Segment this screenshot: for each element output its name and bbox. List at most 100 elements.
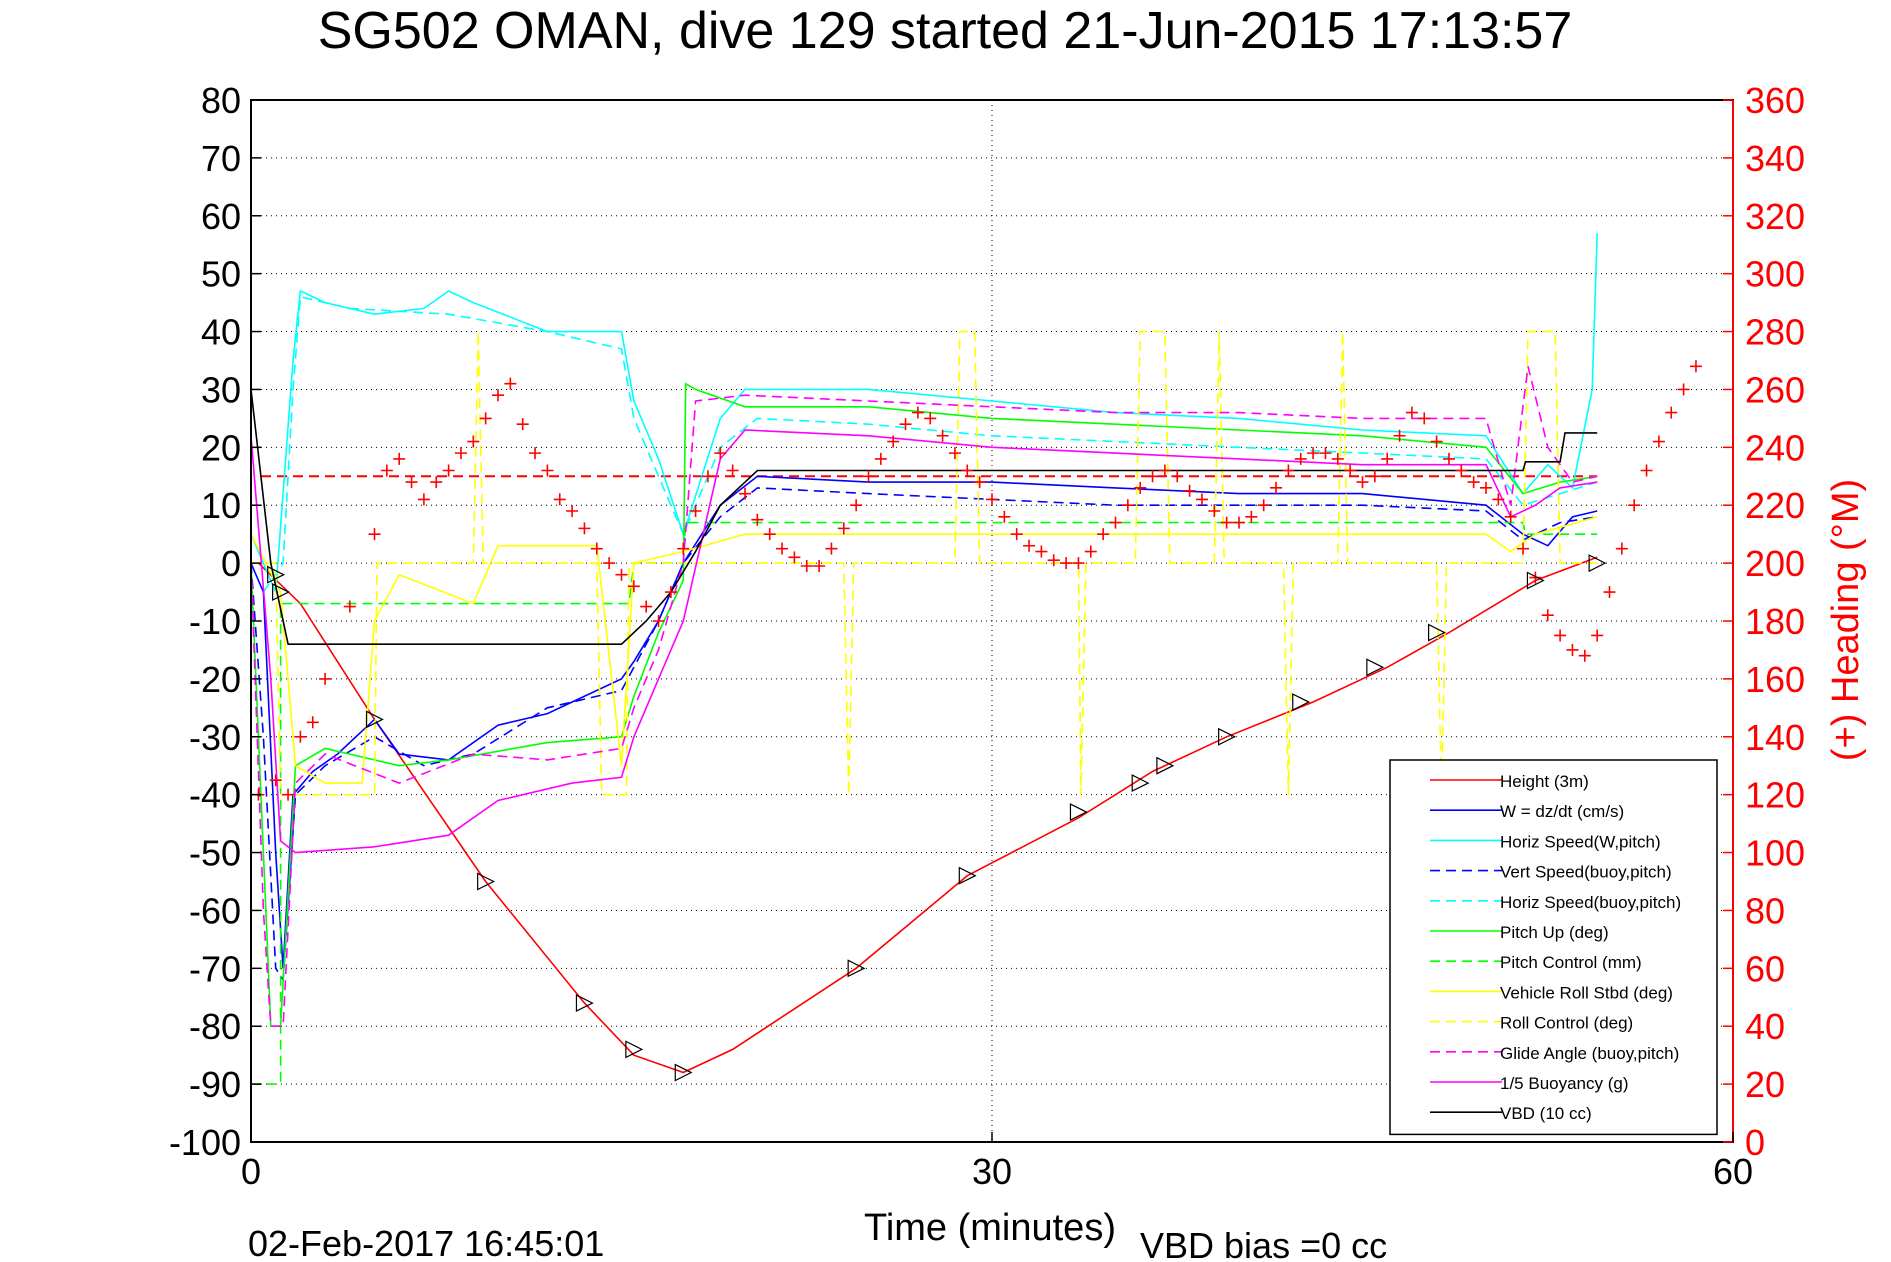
heading-point [986,493,998,506]
series-line-1 [250,475,1598,969]
legend-box [1389,759,1718,1136]
y2-tick-label: 320 [1745,196,1805,237]
heading-point [467,435,480,448]
heading-point [417,493,430,506]
legend-label-1: W = dz/dt (cm/s) [1500,802,1624,821]
heading-point [1010,528,1023,541]
heading-point [874,452,887,465]
y2-tick-label: 360 [1745,80,1805,121]
heading-point [1134,481,1147,494]
heading-point [1356,476,1369,489]
heading-point [1183,484,1196,497]
legend-label-4: Horiz Speed(buoy,pitch) [1500,893,1681,912]
heading-point [788,551,801,564]
heading-point [529,447,542,460]
y2-tick-label: 340 [1745,138,1805,179]
legend-label-8: Roll Control (deg) [1500,1014,1633,1033]
marker-triangle [847,959,866,978]
y-tick-label: -70 [189,948,241,989]
heading-point [714,447,727,460]
heading-point [1282,464,1295,477]
y2-tick-label: 280 [1745,312,1805,353]
series-line-11 [250,389,1598,646]
heading-point [1072,557,1085,570]
heading-point [319,672,332,685]
y-tick-label: -40 [189,775,241,816]
heading-point [850,499,863,512]
heading-point [1603,586,1616,599]
heading-point [1257,499,1270,512]
legend-label-2: Horiz Speed(W,pitch) [1500,832,1661,851]
heading-point [1541,609,1554,622]
legend-label-3: Vert Speed(buoy,pitch) [1500,863,1672,882]
series-line-8 [251,330,1598,796]
heading-point [1381,452,1394,465]
heading-point [1615,542,1628,555]
heading-point [1677,383,1690,396]
heading-point [1307,447,1320,460]
heading-point [368,528,381,541]
y-tick-label: -60 [189,890,241,931]
heading-point [1442,452,1455,465]
heading-point [282,788,295,801]
legend: Height (3m) W = dz/dt (cm/s) Horiz Speed(W… [1389,759,1718,1136]
heading-point [590,542,603,555]
heading-point [1171,470,1184,483]
marker-triangle [272,583,290,602]
series-line-3 [250,487,1598,983]
marker-triangle [267,565,286,584]
footer-vbd-bias: VBD bias =0 cc [1140,1225,1387,1262]
x-tick-label: 30 [972,1151,1012,1192]
heading-point [1319,447,1332,460]
heading-point [837,522,850,535]
heading-point [442,464,455,477]
y-tick-label: 50 [201,254,241,295]
y-tick-label: -20 [189,659,241,700]
x-tick-label: 60 [1713,1151,1753,1192]
heading-point [615,568,628,581]
heading-point [1233,516,1245,529]
heading-point [1270,481,1283,494]
heading-point [343,600,356,613]
heading-point [776,542,789,555]
heading-point [1554,629,1567,642]
legend-label-7: Vehicle Roll Stbd (deg) [1500,983,1673,1002]
heading-point [380,464,393,477]
y-tick-label: 30 [201,369,241,410]
legend-label-0: Height (3m) [1500,772,1589,791]
heading-point [1047,554,1060,567]
y-tick-label: -50 [189,833,241,874]
y-tick-label: 60 [201,196,241,237]
y2-tick-label: 240 [1745,427,1805,468]
heading-point [1121,499,1134,512]
heading-point [627,580,640,593]
heading-point [640,600,653,613]
marker-triangle [1131,774,1150,793]
legend-label-6: Pitch Control (mm) [1500,953,1642,972]
heading-point [911,406,924,419]
series-line-5 [250,382,1598,1027]
heading-point [603,557,616,570]
heading-point [405,476,418,489]
heading-point [1368,470,1381,483]
y-tick-label: -90 [189,1064,241,1105]
heading-point [763,528,776,541]
series-line-7 [250,516,1598,784]
marker-triangle [1218,727,1236,746]
heading-point [1467,476,1480,489]
y-tick-label: -100 [169,1122,241,1163]
marker-triangle [1526,571,1545,590]
y-tick-label: 10 [201,485,241,526]
heading-point [1405,406,1418,419]
marker-triangle [365,710,384,729]
heading-point [1344,464,1357,477]
y-tick-label: 70 [201,138,241,179]
marker-triangle [1292,693,1311,712]
y-tick-label: -10 [189,601,241,642]
heading-point [1591,629,1604,642]
marker-triangle [1069,803,1088,822]
marker-triangle [477,872,495,891]
x-tick-label: 0 [241,1151,261,1192]
heading-point [924,412,937,425]
